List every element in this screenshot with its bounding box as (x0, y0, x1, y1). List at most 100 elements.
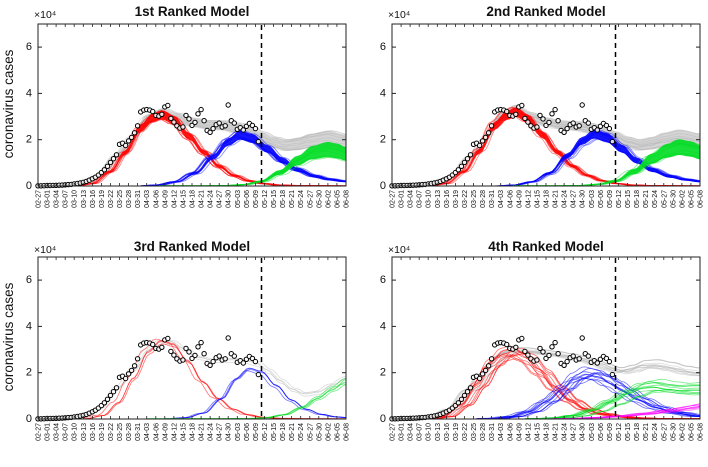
data-point-marker (609, 371, 616, 378)
data-point-marker (171, 119, 177, 125)
y-tick-label: 2 (380, 134, 386, 146)
data-point-marker (488, 123, 495, 129)
wave-line-aggregate (392, 351, 700, 419)
data-point-marker (564, 125, 570, 132)
data-point-marker (198, 339, 204, 346)
x-tick-label: 04-24 (562, 190, 569, 208)
data-point-marker (519, 335, 525, 342)
data-point-marker (165, 335, 171, 342)
x-tick-label: 05-12 (262, 190, 269, 208)
subplot-1st-ranked-model: coronavirus cases ×10⁴ 1st Ranked Model … (0, 0, 354, 233)
x-tick-label: 03-19 (99, 190, 106, 208)
x-tick-label: 03-25 (117, 423, 124, 441)
data-point-marker (585, 353, 592, 359)
x-tick-label: 03-13 (435, 190, 442, 208)
data-point-marker (606, 125, 613, 132)
x-tick-label: 05-06 (244, 190, 251, 208)
wave-line-wave2 (494, 138, 700, 186)
x-tick-label: 04-15 (534, 190, 541, 208)
data-point-marker (467, 152, 474, 158)
x-tick-label: 04-09 (162, 190, 169, 208)
data-point-marker (252, 125, 259, 132)
x-tick-label: 05-24 (652, 190, 659, 208)
wave-line-aggregate (392, 350, 700, 419)
x-tick-label: 03-19 (99, 423, 106, 441)
x-tick-label: 05-12 (616, 423, 623, 441)
observed-data-points (35, 102, 262, 189)
data-point-marker (110, 389, 117, 395)
x-tick-label: 05-03 (589, 190, 596, 208)
wave-line-wave2 (140, 137, 346, 186)
x-tick-label: 03-16 (444, 423, 451, 441)
x-tick-label: 05-12 (616, 190, 623, 208)
x-tick-label: 03-13 (81, 190, 88, 208)
subplot-title: 4th Ranked Model (488, 239, 604, 254)
x-tick-label: 04-24 (208, 190, 215, 208)
data-point-marker (207, 362, 213, 369)
x-tick-label: 05-03 (235, 423, 242, 441)
x-tick-label: 04-30 (580, 190, 587, 208)
data-point-marker (476, 375, 483, 382)
data-point-marker (576, 123, 582, 129)
x-tick-label: 03-31 (135, 190, 142, 208)
x-tick-label: 03-28 (126, 423, 133, 441)
data-point-marker (540, 116, 546, 122)
data-point-marker (101, 400, 108, 406)
x-tick-label: 05-24 (652, 423, 659, 441)
x-tick-label: 04-12 (171, 190, 178, 208)
y-tick-label: 6 (26, 274, 32, 286)
x-tick-label: 04-21 (199, 190, 206, 208)
y-tick-label: 2 (26, 134, 32, 146)
x-tick-label: 06-08 (698, 423, 705, 441)
data-point-marker (458, 163, 465, 170)
x-tick-label: 04-12 (525, 190, 532, 208)
wave-band-aggregate (392, 104, 700, 186)
x-tick-label: 05-18 (634, 423, 641, 441)
x-tick-label: 05-18 (280, 190, 287, 208)
x-tick-label: 04-27 (571, 190, 578, 208)
wave-line-wave2 (494, 136, 700, 186)
data-point-marker (240, 360, 247, 366)
plot-area-1: coronavirus cases ×10⁴ 1st Ranked Model … (1, 4, 351, 208)
data-point-marker (504, 341, 510, 348)
x-tick-label: 05-15 (271, 190, 278, 208)
data-point-marker (458, 396, 465, 403)
data-point-marker (159, 344, 165, 351)
x-tick-label: 05-06 (598, 190, 605, 208)
data-point-marker (201, 118, 207, 124)
y-tick-label: 2 (380, 367, 386, 379)
data-point-marker (552, 339, 558, 346)
data-point-marker (564, 358, 570, 365)
x-tick-label: 03-25 (471, 423, 478, 441)
x-tick-label: 03-07 (417, 190, 424, 208)
x-tick-label: 05-24 (298, 423, 305, 441)
x-tick-label: 03-04 (54, 423, 61, 441)
data-point-marker (107, 392, 114, 399)
data-point-marker (522, 115, 528, 122)
data-point-marker (183, 112, 189, 119)
wave-band-wave3 (158, 141, 346, 186)
data-point-marker (461, 392, 468, 399)
data-point-marker (594, 360, 601, 366)
data-point-marker (183, 345, 189, 352)
data-point-marker (125, 371, 132, 377)
y-tick-label: 6 (380, 41, 386, 53)
data-point-marker (504, 108, 510, 115)
data-point-marker (534, 124, 540, 130)
data-point-marker (186, 116, 192, 122)
subplot-4th-ranked-model: ×10⁴ 4th Ranked Model 0 2 4 6 02-27 03-01 03-0… (354, 233, 708, 467)
x-tick-label: 05-21 (289, 190, 296, 208)
data-point-marker (150, 341, 156, 348)
data-point-marker (210, 358, 216, 365)
data-point-marker (216, 353, 222, 359)
x-tick-label: 06-02 (679, 190, 686, 208)
data-point-marker (255, 371, 262, 378)
data-point-marker (249, 122, 256, 129)
x-tick-label: 04-18 (544, 423, 551, 441)
x-tick-label: 03-28 (480, 423, 487, 441)
data-point-marker (513, 111, 519, 118)
data-point-marker (513, 344, 519, 351)
wave-band-wave3 (512, 139, 700, 186)
y-tick-label: 0 (26, 413, 32, 425)
data-point-marker (101, 167, 108, 173)
